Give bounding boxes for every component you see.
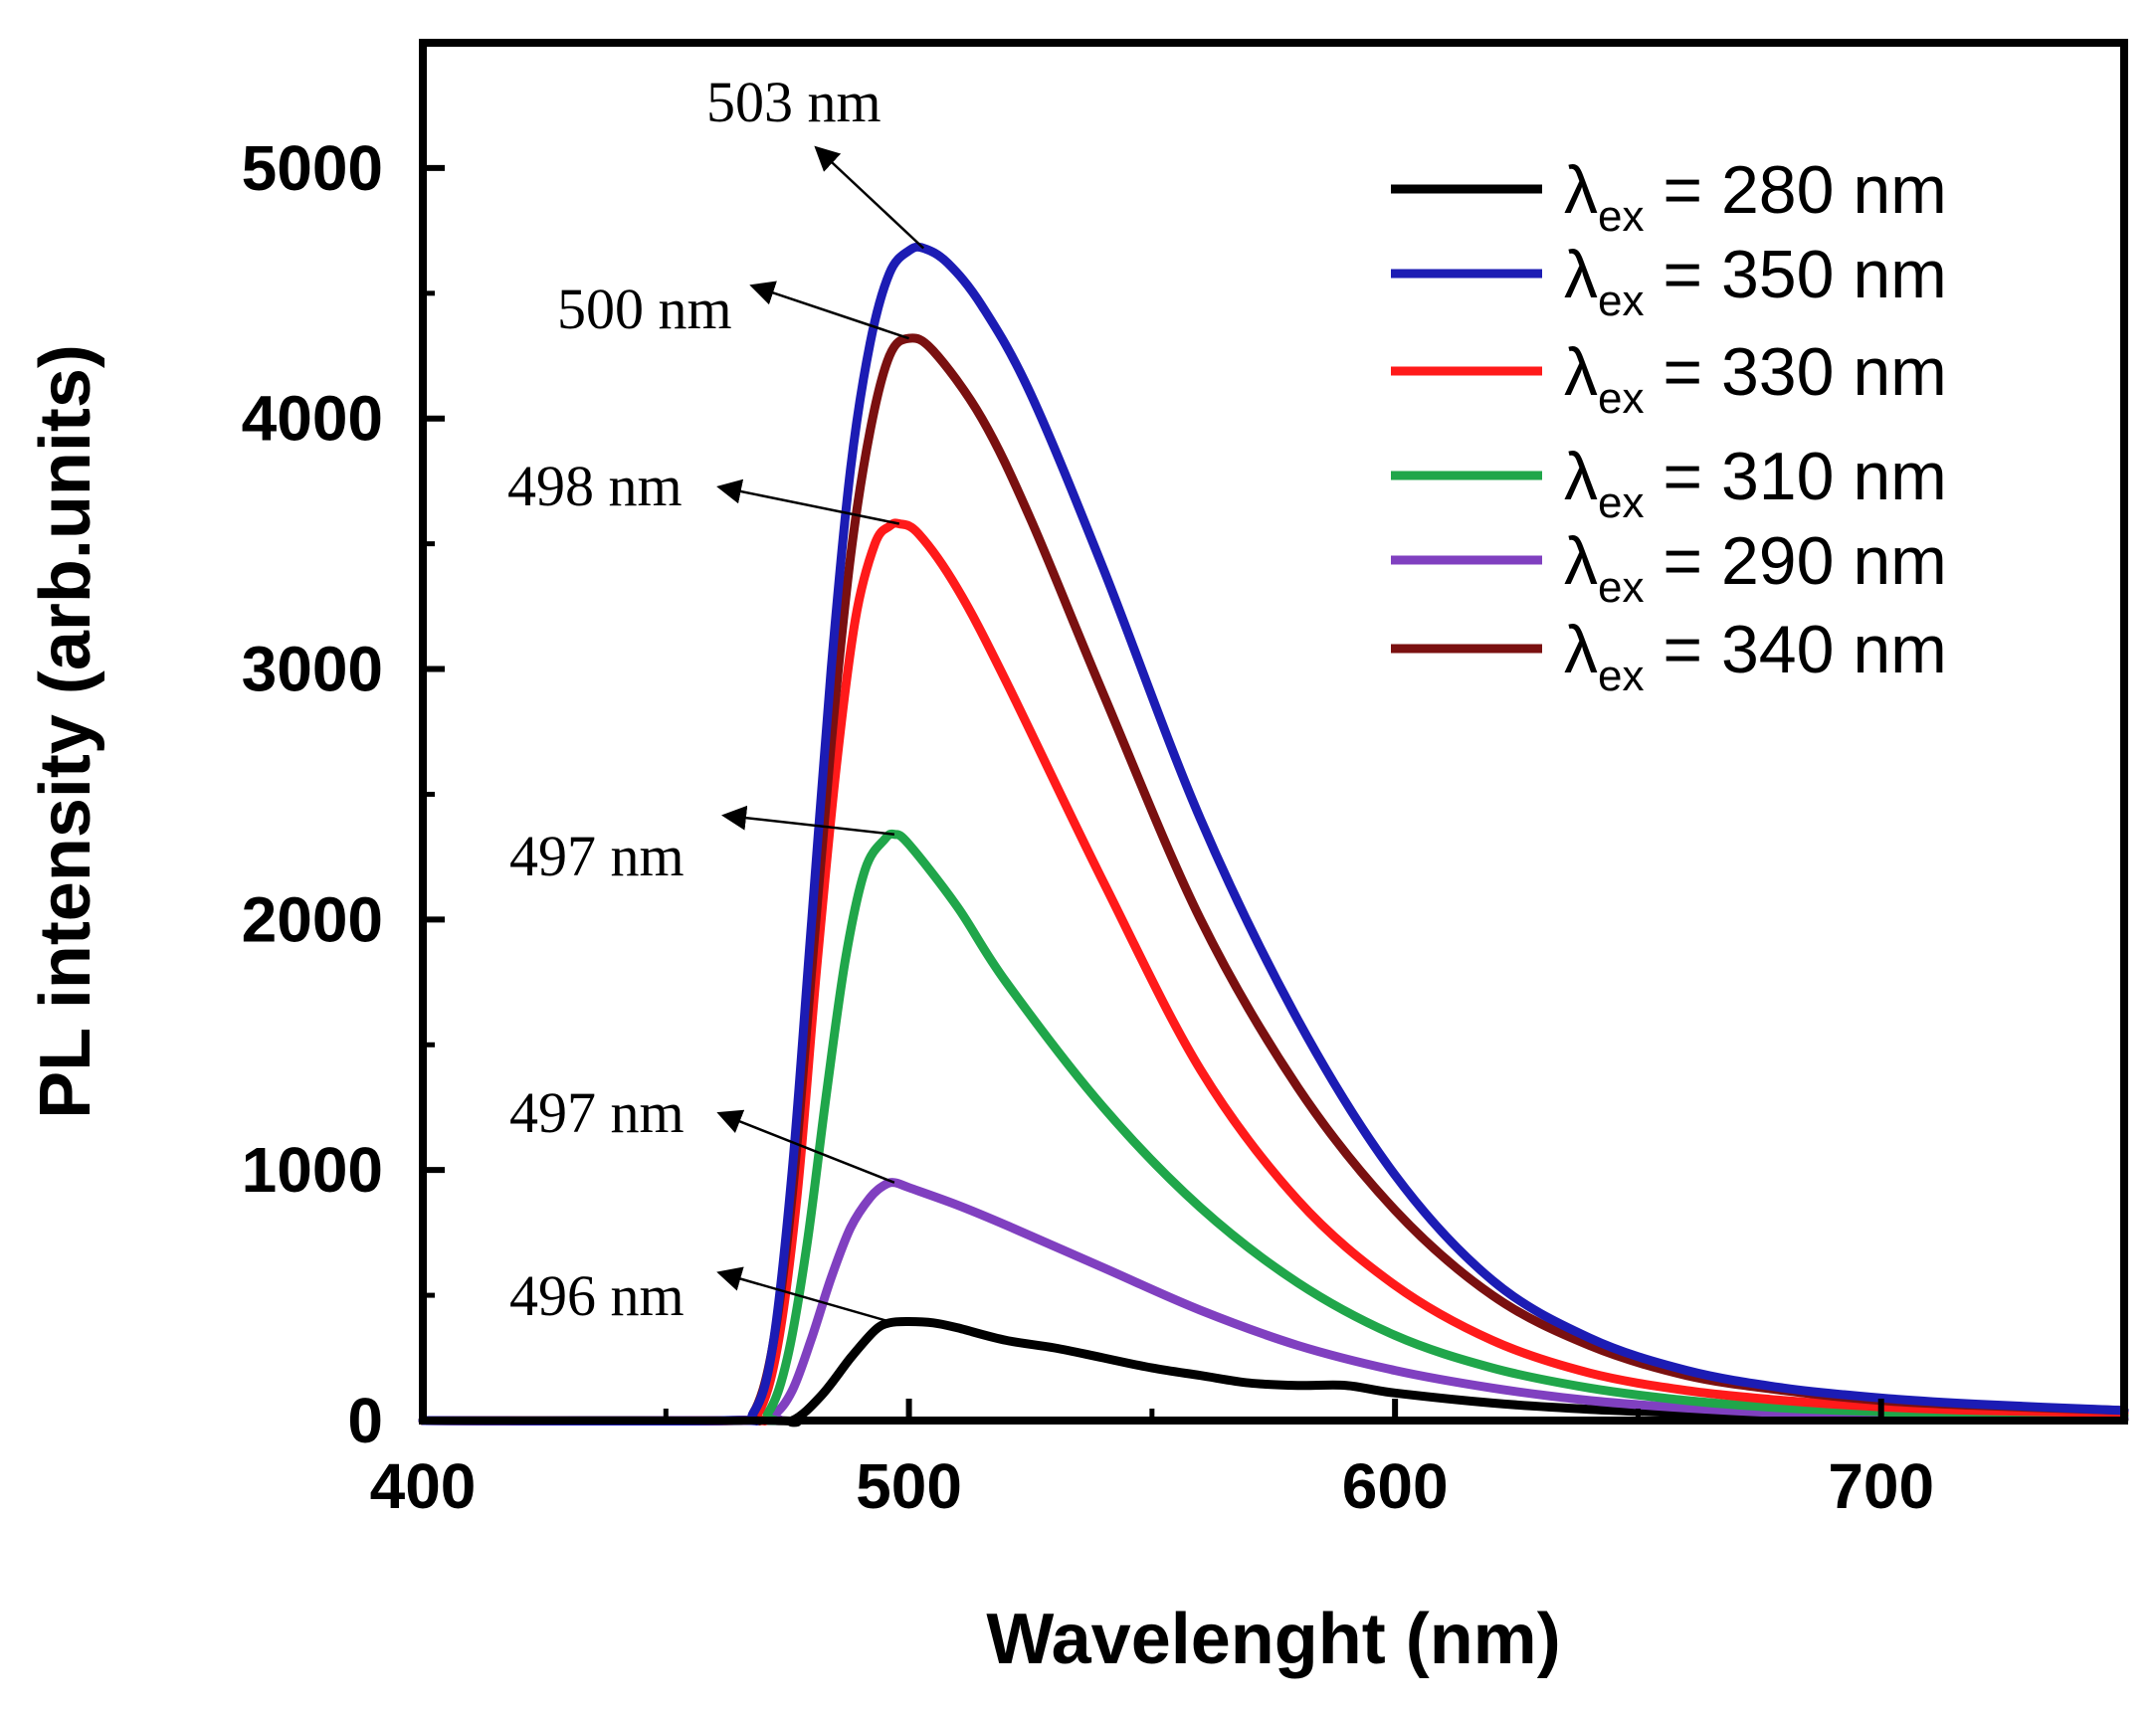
peak-annotation-arrow bbox=[716, 1266, 890, 1323]
x-tick-label: 600 bbox=[1342, 1450, 1449, 1522]
legend-entry: λex = 280 nm bbox=[1391, 152, 1947, 241]
peak-annotation-label: 498 nm bbox=[507, 454, 683, 518]
x-axis-title: Wavelenght (nm) bbox=[986, 1600, 1560, 1679]
legend-label: λex = 330 nm bbox=[1564, 334, 1947, 423]
y-tick-label: 2000 bbox=[242, 883, 383, 955]
legend-label: λex = 290 nm bbox=[1564, 523, 1947, 612]
x-tick-label: 500 bbox=[856, 1450, 962, 1522]
y-tick-label: 5000 bbox=[242, 132, 383, 204]
series-line-290nm bbox=[418, 1178, 2129, 1426]
series-line-350nm bbox=[418, 242, 2129, 1427]
x-tick-label: 700 bbox=[1828, 1450, 1934, 1522]
y-tick-label: 1000 bbox=[242, 1134, 383, 1206]
y-axis-title: PL intensity (arb.units) bbox=[26, 344, 105, 1119]
peak-annotation-label: 496 nm bbox=[509, 1263, 685, 1328]
peak-annotation-arrow bbox=[749, 281, 909, 340]
peak-annotation-label: 497 nm bbox=[509, 824, 685, 888]
peak-annotation-arrow bbox=[814, 145, 925, 250]
legend-label: λex = 340 nm bbox=[1564, 612, 1947, 700]
peak-annotation-label: 500 nm bbox=[557, 277, 732, 341]
series-line-330nm bbox=[418, 518, 2129, 1427]
legend-label: λex = 280 nm bbox=[1564, 152, 1947, 241]
legend-label: λex = 350 nm bbox=[1564, 237, 1947, 325]
legend-entry: λex = 340 nm bbox=[1391, 612, 1947, 700]
legend-entry: λex = 310 nm bbox=[1391, 439, 1947, 527]
legend-entry: λex = 290 nm bbox=[1391, 523, 1947, 612]
legend-entry: λex = 330 nm bbox=[1391, 334, 1947, 423]
peak-annotation-label: 497 nm bbox=[509, 1080, 685, 1145]
legend-label: λex = 310 nm bbox=[1564, 439, 1947, 527]
peak-annotation-arrow bbox=[721, 805, 895, 836]
y-tick-label: 0 bbox=[347, 1385, 383, 1456]
y-tick-label: 3000 bbox=[242, 634, 383, 705]
peak-annotation-arrow bbox=[716, 1109, 895, 1184]
y-tick-label: 4000 bbox=[242, 383, 383, 455]
peak-annotation-label: 503 nm bbox=[706, 70, 882, 134]
x-tick-label: 400 bbox=[370, 1450, 477, 1522]
legend-entry: λex = 350 nm bbox=[1391, 237, 1947, 325]
peak-annotation-arrow bbox=[716, 478, 900, 525]
series-line-310nm bbox=[418, 829, 2129, 1427]
plot-frame bbox=[419, 39, 2128, 1425]
